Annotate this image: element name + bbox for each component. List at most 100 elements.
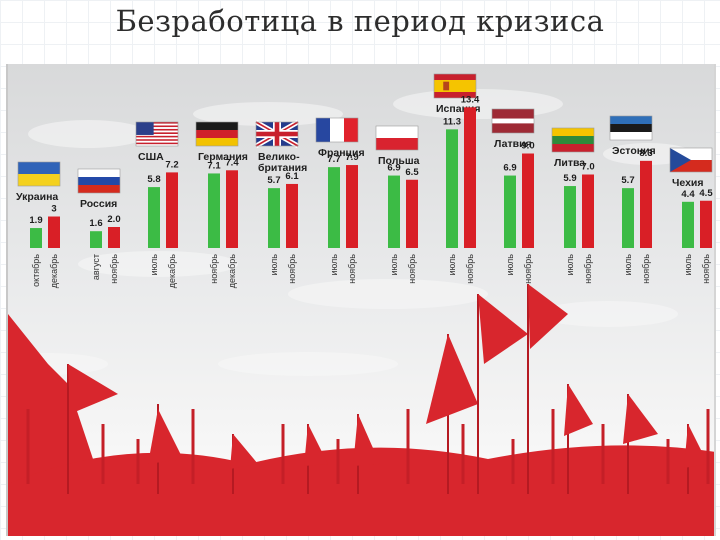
bar-after (166, 172, 178, 248)
bar-after (226, 170, 238, 248)
country-label: Латвия (494, 138, 532, 150)
usa-flag-icon (135, 121, 179, 147)
bar-before (148, 187, 160, 248)
red-flag (148, 409, 183, 464)
estonia-flag-icon (609, 115, 653, 141)
data-label: 7.4 (225, 157, 239, 168)
crowd-silhouette (8, 445, 716, 536)
lithuania-flag-icon (551, 127, 595, 153)
cloud (288, 279, 488, 309)
bar-after (406, 179, 418, 248)
data-label: 7.0 (581, 162, 594, 173)
bar-before (268, 188, 280, 248)
bar-before (564, 186, 576, 248)
red-flag (353, 414, 380, 466)
russia-flag-icon (77, 168, 121, 194)
month-tick-label: ноябрь (583, 254, 593, 284)
country-label: Украина (16, 191, 58, 203)
data-label: 1.6 (89, 218, 102, 229)
red-flag (68, 364, 118, 414)
country-label: Эстония (612, 145, 656, 157)
data-label: 9.0 (521, 141, 534, 152)
data-label: 4.5 (699, 188, 713, 199)
month-tick-label: ноябрь (109, 254, 119, 284)
bar-before (622, 188, 634, 248)
country-group: Украина 1.9 октябрь 3 декабрь (16, 161, 61, 289)
data-label: 7.2 (165, 159, 178, 170)
data-label: 13.4 (461, 94, 480, 105)
month-tick-label: ноябрь (209, 254, 219, 284)
germany-flag-icon (195, 121, 239, 147)
country-label: Чехия (672, 177, 704, 189)
month-tick-label: декабрь (167, 254, 177, 289)
month-tick-label: июль (269, 254, 279, 276)
poland-flag-icon (375, 125, 419, 151)
page-title: Безработица в период кризиса (115, 4, 605, 38)
bar-before (388, 175, 400, 248)
month-tick-label: декабрь (49, 254, 59, 289)
data-label: 3 (51, 204, 56, 215)
bar-before (208, 173, 220, 248)
data-label: 6.9 (387, 163, 400, 174)
cloud (78, 251, 238, 277)
month-tick-label: ноябрь (407, 254, 417, 284)
plot-area: Украина 1.9 октябрь 3 декабрь Россия 1.6 август… (16, 73, 713, 289)
cloud (218, 352, 398, 376)
france-flag-icon (315, 117, 359, 143)
country-label: Россия (80, 198, 117, 210)
month-tick-label: ноябрь (701, 254, 711, 284)
country-label: Велико-британия (258, 151, 307, 174)
country-label: Литва (554, 157, 585, 169)
right-border (714, 64, 716, 536)
data-label: 7.9 (345, 152, 358, 163)
bar-before (682, 201, 694, 248)
bar-after (522, 153, 534, 248)
month-tick-label: июль (329, 254, 339, 276)
spain-flag-icon (433, 73, 477, 99)
month-tick-label: июль (683, 254, 693, 276)
data-label: 4.4 (681, 189, 695, 200)
bar-before (446, 129, 458, 248)
month-tick-label: ноябрь (465, 254, 475, 284)
bar-after (346, 165, 358, 248)
data-label: 6.1 (285, 171, 299, 182)
bar-after (108, 227, 120, 248)
month-tick-label: июль (505, 254, 515, 276)
month-tick-label: июль (565, 254, 575, 276)
country-label: Польша (378, 155, 420, 167)
data-label: 6.9 (503, 163, 516, 174)
month-tick-label: ноябрь (347, 254, 357, 284)
data-label: 7.1 (207, 160, 221, 171)
red-flag (528, 284, 568, 349)
data-label: 5.8 (147, 174, 160, 185)
data-label: 5.9 (563, 173, 576, 184)
data-label: 11.3 (443, 116, 461, 127)
country-group: Россия 1.6 август 2.0 ноябрь (77, 168, 121, 284)
latvia-flag-icon (491, 108, 535, 134)
red-flag (304, 424, 328, 466)
cloud (28, 120, 148, 148)
red-banner (8, 314, 98, 484)
red-flag (564, 384, 593, 436)
month-tick-label: октябрь (31, 254, 41, 287)
red-flag (230, 434, 258, 469)
ukraine-flag-icon (17, 161, 61, 187)
cloud (193, 102, 343, 126)
month-tick-label: ноябрь (287, 254, 297, 284)
bar-before (90, 231, 102, 248)
country-group: США 5.8 июль 7.2 декабрь (135, 121, 179, 289)
bar-after (286, 183, 298, 248)
red-flag (426, 334, 478, 424)
country-label: США (138, 151, 164, 163)
protest-crowd-illustration (8, 284, 716, 536)
country-group: Литва 5.9 июль 7.0 ноябрь (551, 127, 595, 284)
chart-frame: Украина 1.9 октябрь 3 декабрь Россия 1.6 август… (6, 64, 716, 536)
uk-flag-icon (254, 119, 300, 149)
month-tick-label: июль (447, 254, 457, 276)
